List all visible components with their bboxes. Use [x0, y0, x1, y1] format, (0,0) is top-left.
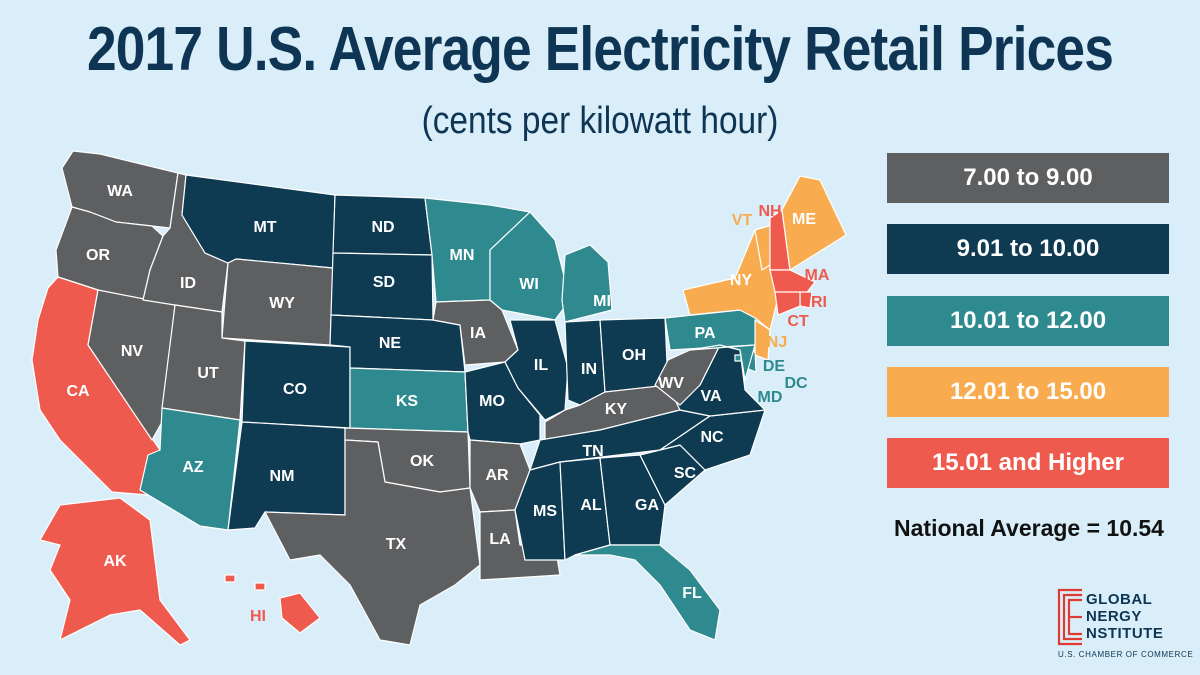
- state-label-de: DE: [763, 358, 786, 375]
- state-label-sd: SD: [373, 274, 395, 291]
- logo-e-mark-icon: [1057, 588, 1082, 646]
- state-label-ne: NE: [379, 335, 402, 352]
- state-label-tx: TX: [386, 536, 407, 553]
- legend-label: 12.01 to 15.00: [949, 378, 1107, 405]
- page-title: 2017 U.S. Average Electricity Retail Pri…: [86, 15, 1114, 84]
- state-label-mt: MT: [253, 219, 276, 236]
- state-label-va: VA: [700, 388, 721, 405]
- state-label-ar: AR: [485, 467, 509, 484]
- legend-item-9-to-10: 9.01 to 10.00: [887, 224, 1169, 274]
- state-label-il: IL: [534, 357, 548, 374]
- state-label-wy: WY: [269, 295, 295, 312]
- state-label-mn: MN: [450, 247, 475, 264]
- legend-label: 7.00 to 9.00: [963, 164, 1093, 191]
- state-az: [139, 407, 241, 531]
- state-label-nh: NH: [758, 203, 781, 220]
- state-md: [689, 344, 756, 381]
- state-il: [504, 319, 569, 421]
- state-ak: [39, 497, 191, 646]
- state-label-dc: DC: [784, 375, 808, 392]
- state-label-ga: GA: [635, 497, 659, 514]
- state-label-mi: MI: [593, 293, 611, 310]
- state-ga: [599, 454, 666, 546]
- state-label-ok: OK: [410, 453, 434, 470]
- logo-text-global: GLOBAL: [1086, 591, 1153, 608]
- state-mi: [561, 244, 613, 323]
- state-wy: [221, 258, 334, 346]
- state-label-ia: IA: [470, 325, 486, 342]
- state-label-nd: ND: [371, 219, 394, 236]
- state-label-md: MD: [758, 389, 783, 406]
- state-ny: [682, 224, 781, 331]
- state-label-nv: NV: [121, 343, 144, 360]
- state-label-ak: AK: [103, 553, 127, 570]
- state-label-ct: CT: [787, 313, 809, 330]
- legend-label: 10.01 to 12.00: [949, 307, 1107, 334]
- state-label-nm: NM: [270, 468, 295, 485]
- state-me: [781, 175, 847, 271]
- state-tx: [264, 439, 481, 646]
- logo-text-institute: NSTITUTE: [1086, 625, 1164, 642]
- state-label-or: OR: [86, 247, 110, 264]
- state-label-ky: KY: [605, 401, 628, 418]
- state-wi: [489, 211, 571, 321]
- state-nj: [754, 319, 771, 361]
- state-label-nc: NC: [700, 429, 724, 446]
- state-label-vt: VT: [732, 212, 753, 229]
- state-label-ms: MS: [533, 503, 557, 520]
- state-label-ma: MA: [805, 267, 830, 284]
- national-average: National Average = 10.54: [894, 515, 1164, 541]
- legend-item-15-and-higher: 15.01 and Higher: [887, 438, 1169, 488]
- page-subtitle: (cents per kilowatt hour): [421, 100, 779, 142]
- legend-item-12-to-15: 12.01 to 15.00: [887, 367, 1169, 417]
- state-shapes: [31, 150, 847, 646]
- state-label-ut: UT: [197, 365, 219, 382]
- state-label-me: ME: [792, 211, 816, 228]
- state-hi: [224, 574, 321, 634]
- state-ct: [774, 291, 801, 316]
- state-label-ca: CA: [66, 383, 90, 400]
- legend-item-7-to-9: 7.00 to 9.00: [887, 153, 1169, 203]
- state-label-pa: PA: [694, 325, 715, 342]
- state-label-wi: WI: [519, 276, 539, 293]
- gei-logo: GLOBAL NERGY NSTITUTE U.S. CHAMBER OF CO…: [1057, 588, 1194, 664]
- logo-text-energy: NERGY: [1086, 608, 1142, 625]
- state-label-id: ID: [180, 275, 196, 292]
- legend-label: 15.01 and Higher: [931, 449, 1125, 476]
- state-label-nj: NJ: [767, 334, 787, 351]
- legend-item-10-to-12: 10.01 to 12.00: [887, 296, 1169, 346]
- state-label-mo: MO: [479, 393, 505, 410]
- state-ma: [769, 269, 816, 296]
- legend-label: 9.01 to 10.00: [956, 235, 1100, 262]
- state-label-hi: HI: [250, 608, 266, 625]
- state-label-wv: WV: [658, 375, 684, 392]
- state-label-az: AZ: [182, 459, 204, 476]
- state-label-sc: SC: [674, 465, 697, 482]
- state-label-fl: FL: [682, 585, 702, 602]
- state-label-ri: RI: [811, 294, 827, 311]
- state-labels: WA OR CA NV ID MT WY UT AZ CO NM ND SD NE KS OK TX MN IA MO…: [66, 183, 829, 625]
- state-dc: [734, 354, 742, 362]
- state-label-in: IN: [581, 361, 597, 378]
- logo-subtitle: U.S. CHAMBER OF COMMERCE: [1058, 650, 1194, 659]
- state-label-co: CO: [283, 381, 307, 398]
- state-label-wa: WA: [107, 183, 133, 200]
- state-label-al: AL: [580, 497, 602, 514]
- state-label-la: LA: [489, 531, 511, 548]
- state-label-tn: TN: [582, 443, 603, 460]
- state-ms: [514, 461, 566, 561]
- state-fl: [574, 544, 721, 641]
- state-label-ny: NY: [730, 272, 753, 289]
- state-label-ks: KS: [396, 393, 419, 410]
- state-label-oh: OH: [622, 347, 646, 364]
